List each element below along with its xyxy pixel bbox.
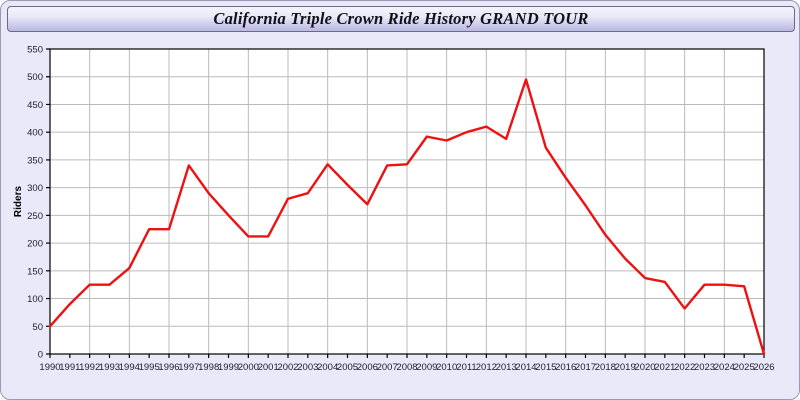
- y-tick-label: 150: [27, 266, 43, 277]
- x-tick-label: 2025: [734, 362, 755, 373]
- series-line-riders: [48, 78, 766, 356]
- x-tick-label: 1995: [139, 362, 160, 373]
- y-tick-label: 300: [27, 183, 43, 194]
- x-tick-label: 2018: [595, 362, 616, 373]
- x-tick-label: 2001: [258, 362, 279, 373]
- y-tick-label: 0: [38, 350, 43, 361]
- y-tick-label: 100: [27, 294, 43, 305]
- x-tick-label: 2014: [515, 362, 536, 373]
- y-axis-label: Riders: [13, 186, 24, 218]
- y-tick-label: 250: [27, 211, 43, 222]
- x-tick-label: 2000: [238, 362, 259, 373]
- x-tick-label: 2026: [753, 362, 774, 373]
- x-tick-label: 2005: [337, 362, 358, 373]
- x-tick-label: 2009: [416, 362, 437, 373]
- x-tick-label: 1997: [178, 362, 199, 373]
- x-tick-label: 1992: [79, 362, 100, 373]
- x-tick-label: 2022: [674, 362, 695, 373]
- series-riders: [48, 78, 766, 356]
- y-axis-title: Riders: [13, 186, 24, 218]
- x-tick-label: 2010: [436, 362, 457, 373]
- y-tick-label: 450: [27, 100, 43, 111]
- x-tick-label: 2002: [277, 362, 298, 373]
- x-tick-label: 2019: [615, 362, 636, 373]
- x-tick-label: 2023: [694, 362, 715, 373]
- x-tick-label: 2003: [297, 362, 318, 373]
- x-tick-label: 2011: [456, 362, 476, 373]
- y-tick-label: 550: [27, 45, 43, 56]
- x-tick-label: 2008: [396, 362, 417, 373]
- x-tick-label: 2021: [654, 362, 675, 373]
- x-tick-label: 2017: [575, 362, 596, 373]
- x-tick-label: 2024: [714, 362, 735, 373]
- chart-panel: 0 50 100 150 200 250 300 350 400 450 500 550 1990 19…: [7, 34, 795, 394]
- x-tick-label: 2012: [476, 362, 497, 373]
- y-tick-label: 350: [27, 155, 43, 166]
- page-title: California Triple Crown Ride History GRA…: [213, 9, 589, 28]
- x-tick-label: 1998: [198, 362, 219, 373]
- x-tick-label: 2004: [317, 362, 338, 373]
- x-tick-label: 2020: [634, 362, 655, 373]
- x-tick-label: 2006: [357, 362, 378, 373]
- x-tick-label: 1993: [99, 362, 120, 373]
- x-tick-label: 2015: [535, 362, 556, 373]
- y-tick-label: 400: [27, 128, 43, 139]
- x-tick-label: 1990: [39, 362, 60, 373]
- x-tick-label: 2016: [555, 362, 576, 373]
- x-tick-label: 2013: [496, 362, 517, 373]
- y-axis-ticks: 0 50 100 150 200 250 300 350 400 450 500 550: [27, 45, 50, 361]
- x-axis-ticks: 1990199119921993199419951996199719981999…: [39, 354, 775, 373]
- x-tick-label: 2007: [377, 362, 398, 373]
- x-tick-label: 1996: [158, 362, 179, 373]
- window-titlebar: California Triple Crown Ride History GRA…: [7, 6, 795, 32]
- y-tick-label: 200: [27, 239, 43, 250]
- x-tick-label: 1994: [119, 362, 140, 373]
- y-tick-label: 500: [27, 72, 43, 83]
- x-tick-label: 1991: [59, 362, 80, 373]
- x-tick-label: 1999: [218, 362, 239, 373]
- y-tick-label: 50: [32, 322, 43, 333]
